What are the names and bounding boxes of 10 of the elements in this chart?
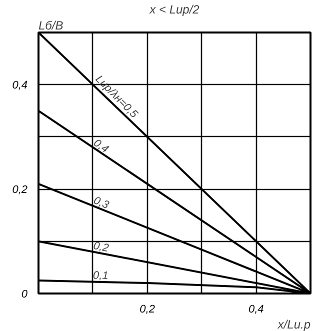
- y-tick-label: 0,4: [12, 80, 28, 92]
- text: 0,3: [92, 194, 112, 212]
- y-tick-label: 0,2: [12, 184, 28, 196]
- text: 0,2: [92, 240, 110, 255]
- x-axis-title: x/Lи.р: [276, 318, 311, 331]
- chart-title: x < Lир/2: [148, 2, 200, 16]
- y-tick-label: 0: [21, 288, 28, 300]
- y-axis-title: Lб/B: [38, 18, 64, 32]
- text: 0,4: [91, 136, 111, 156]
- series-label: 0,1: [92, 270, 108, 282]
